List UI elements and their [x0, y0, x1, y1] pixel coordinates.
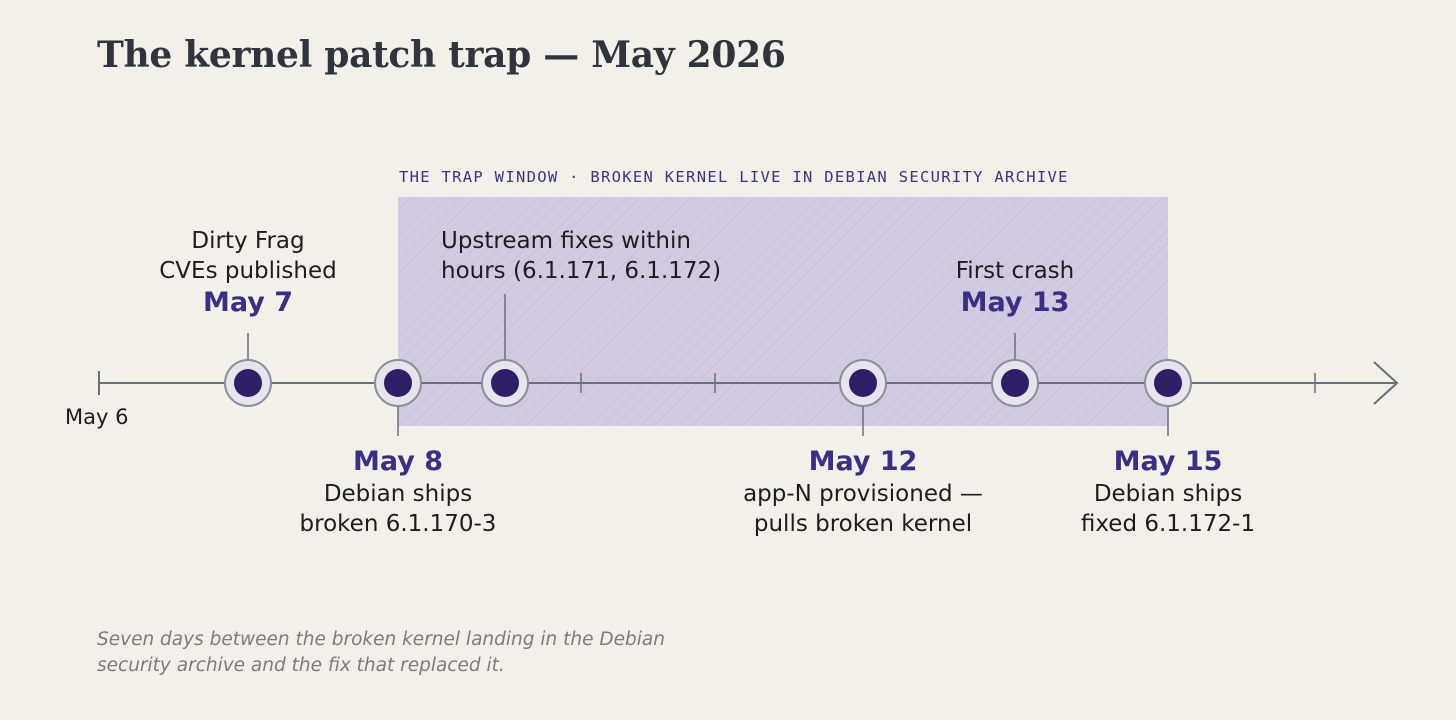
- event-may15-line1: Debian ships: [1093, 481, 1243, 507]
- marker-may8: [374, 359, 422, 407]
- event-upstream-line1: Upstream fixes within: [441, 228, 691, 254]
- event-label-may13: First crash May 13: [905, 256, 1125, 320]
- timeline-arrowhead: [1373, 361, 1399, 405]
- event-may7-line1: Dirty Frag: [191, 228, 305, 254]
- event-may12-line2: pulls broken kernel: [753, 511, 973, 537]
- marker-may7: [224, 359, 272, 407]
- event-may7-line2: CVEs published: [159, 258, 337, 284]
- event-label-may12: May 12 app-N provisioned — pulls broken …: [708, 445, 1018, 539]
- event-may8-line2: broken 6.1.170-3: [299, 511, 497, 537]
- page-title: The kernel patch trap — May 2026: [97, 34, 786, 76]
- event-label-may7: Dirty Frag CVEs published May 7: [118, 226, 378, 320]
- event-may8-date: May 8: [352, 446, 444, 477]
- caption-line2: security archive and the fix that replac…: [97, 655, 505, 676]
- event-label-may8: May 8 Debian ships broken 6.1.170-3: [268, 445, 528, 539]
- event-label-may15: May 15 Debian ships fixed 6.1.172-1: [1048, 445, 1288, 539]
- event-may15-line2: fixed 6.1.172-1: [1080, 511, 1256, 537]
- event-upstream-line2: hours (6.1.171, 6.1.172): [441, 258, 722, 284]
- timeline-start-label: May 6: [65, 405, 129, 429]
- event-label-upstream: Upstream fixes within hours (6.1.171, 6.…: [441, 226, 741, 286]
- trap-window-band: [398, 197, 1168, 426]
- marker-upstream: [481, 359, 529, 407]
- event-may13-line1: First crash: [955, 258, 1075, 284]
- trap-window-label: THE TRAP WINDOW · BROKEN KERNEL LIVE IN …: [399, 168, 1069, 186]
- event-may8-line1: Debian ships: [323, 481, 473, 507]
- marker-may13: [991, 359, 1039, 407]
- marker-may12: [839, 359, 887, 407]
- event-may12-line1: app-N provisioned —: [743, 481, 983, 507]
- marker-may15: [1144, 359, 1192, 407]
- event-may13-date: May 13: [960, 287, 1070, 318]
- event-may12-date: May 12: [808, 446, 918, 477]
- event-may7-date: May 7: [202, 287, 294, 318]
- caption-line1: Seven days between the broken kernel lan…: [97, 629, 665, 650]
- event-may15-date: May 15: [1113, 446, 1223, 477]
- caption: Seven days between the broken kernel lan…: [97, 627, 737, 679]
